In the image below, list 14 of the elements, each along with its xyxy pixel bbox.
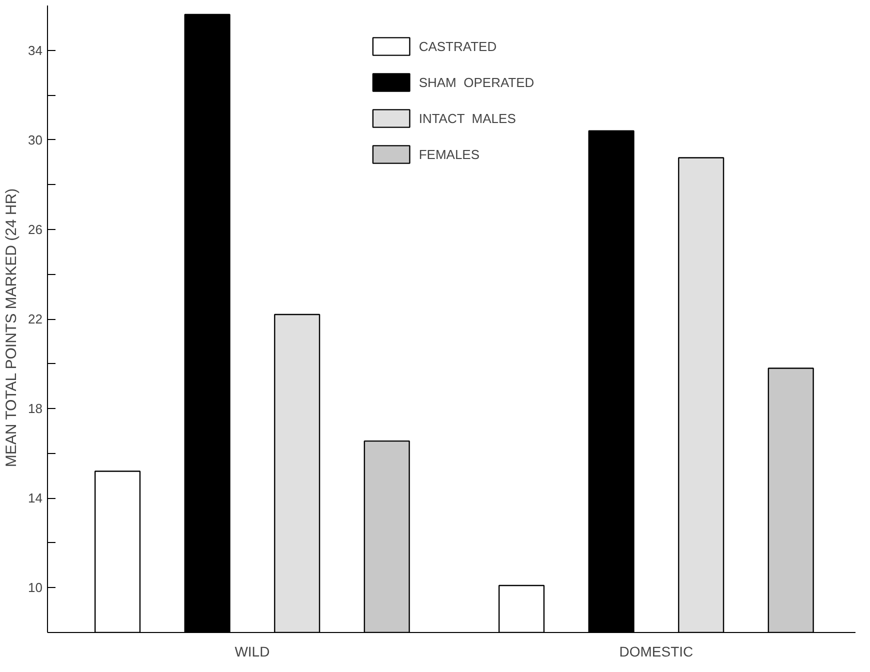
y-tick-label: 18 xyxy=(28,401,43,416)
legend-label: CASTRATED xyxy=(418,38,497,54)
x-tick-label: WILD xyxy=(234,644,270,660)
y-tick-label: 30 xyxy=(28,132,43,148)
legend-label: FEMALES xyxy=(418,146,480,162)
y-tick-label: 22 xyxy=(28,312,43,326)
legend-label: INTACT MALES xyxy=(418,110,516,126)
y-tick-label: 10 xyxy=(28,580,43,596)
y-tick-label: 14 xyxy=(28,490,43,506)
y-tick-label: 34 xyxy=(28,42,43,58)
y-tick-label: 26 xyxy=(28,222,43,237)
y-axis-title: MEAN TOTAL POINTS MARKED (24 HR) xyxy=(3,188,20,468)
x-tick-label: DOMESTIC xyxy=(619,644,694,660)
legend-label: SHAM OPERATED xyxy=(418,74,534,90)
